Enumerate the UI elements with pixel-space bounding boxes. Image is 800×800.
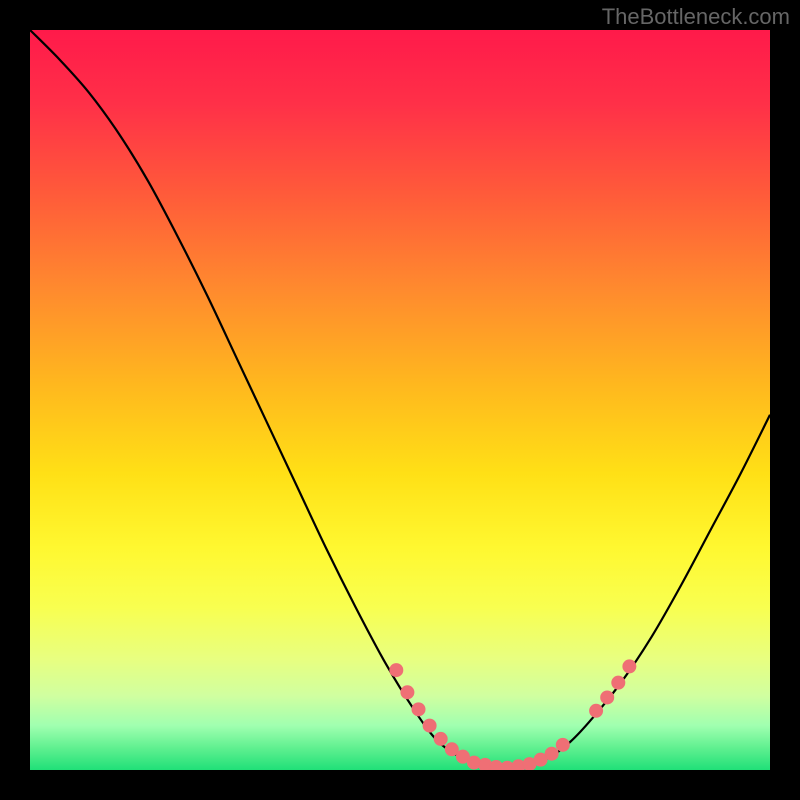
watermark-text: TheBottleneck.com xyxy=(602,4,790,30)
curve-marker xyxy=(390,664,403,677)
curve-marker xyxy=(412,703,425,716)
curve-marker xyxy=(423,719,436,732)
curve-marker xyxy=(612,676,625,689)
plot-area xyxy=(30,30,770,770)
marker-group xyxy=(390,660,636,770)
curve-marker xyxy=(623,660,636,673)
curve-marker xyxy=(445,743,458,756)
bottleneck-curve xyxy=(30,30,770,769)
curve-layer xyxy=(30,30,770,770)
curve-marker xyxy=(590,704,603,717)
curve-marker xyxy=(601,691,614,704)
curve-marker xyxy=(401,686,414,699)
curve-marker xyxy=(556,738,569,751)
curve-marker xyxy=(545,747,558,760)
curve-marker xyxy=(434,732,447,745)
